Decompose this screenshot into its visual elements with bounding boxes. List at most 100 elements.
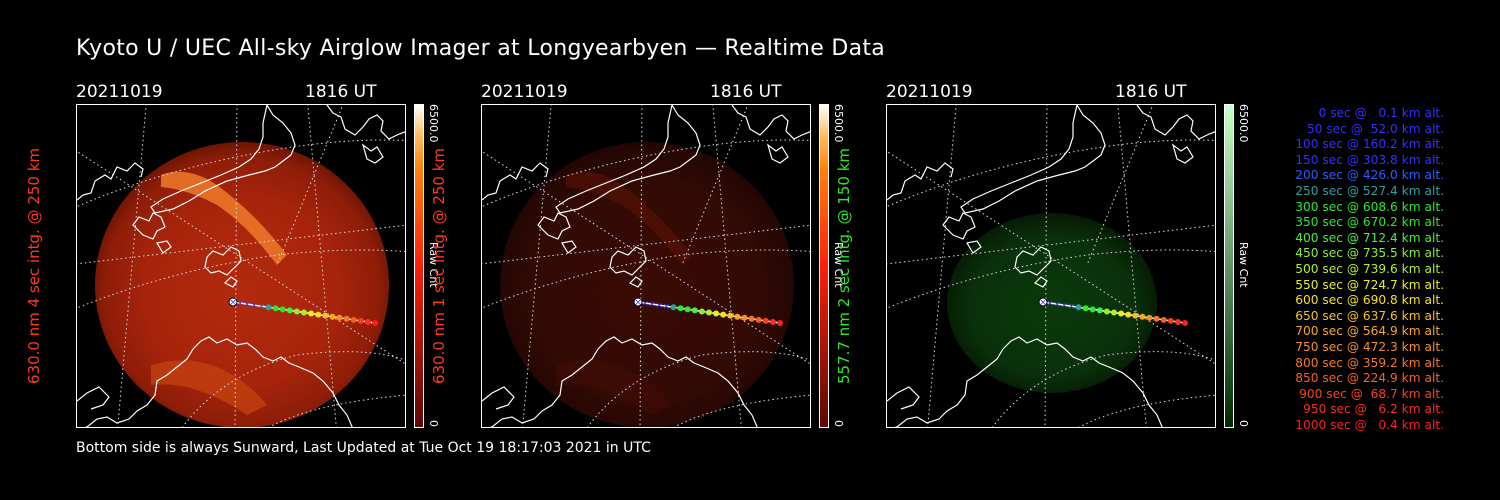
coastline [150,105,296,214]
coastline [1014,246,1052,276]
map-grid-line [276,105,344,266]
trajectory-point [1075,304,1082,311]
coastline [489,348,599,427]
trajectory-point [777,320,783,326]
map-grid-line [522,105,552,427]
coastline [966,240,982,254]
legend-entry: 150 sec @ 303.8 km alt. [1295,152,1444,167]
legend-entry: 0 sec @ 0.1 km alt. [1318,106,1444,120]
trajectory-point [1160,316,1167,323]
colorbar-unit-label: Raw Cnt [1237,242,1250,288]
trajectory-point [698,308,705,315]
trajectory-point [741,314,748,321]
coastline [1033,276,1048,288]
trajectory-point [364,318,371,325]
map-grid-line [1117,105,1147,427]
imager-panel-630-4s: 20211019 1816 UT 630.0 nm 4 sec intg. @ 25… [25,80,476,430]
trajectory-point: × [663,302,671,312]
trajectory-point [1153,315,1160,322]
coastline [326,105,405,140]
trajectory-point [1146,314,1153,321]
legend-entry: 250 sec @ 527.4 km alt. [1295,184,1444,198]
coastline [628,276,643,288]
coastline [555,105,701,214]
coastline [361,143,384,164]
page-title: Kyoto U / UEC All-sky Airglow Imager at … [76,36,886,61]
legend-entry: 900 sec @ 68.7 km alt. [1299,386,1444,401]
trajectory-point [293,308,300,315]
map-grid-line [77,249,405,309]
map-grid-line [712,105,742,427]
map-grid-line [77,224,405,265]
airglow-disc [95,142,389,427]
trajectory-point [322,312,329,319]
colorbar [819,104,829,428]
trajectory-point [691,307,698,314]
coastline [132,212,166,240]
trajectory-point [308,310,315,317]
trajectory-start-marker [1038,297,1048,307]
map-grid-line [887,139,1215,208]
trajectory-point [684,306,691,313]
trajectory-point [301,309,307,316]
allsky-image: × × × × × [76,104,406,428]
colorbar-max-label: 6500.0 [1237,104,1250,143]
trajectory-point: × [648,300,656,310]
colorbar-min-label: 0 [832,420,845,427]
trajectory-point: × [229,298,237,308]
trajectory-point [1167,317,1174,324]
map-grid-line [268,394,405,427]
trajectory-point [272,305,279,312]
trajectory-point [706,309,712,316]
trajectory-point: × [251,301,259,311]
map-grid-line [992,351,1215,427]
legend-entry: 650 sec @ 637.6 km alt. [1295,308,1444,323]
imager-panel-630-1s: 20211019 1816 UT 630.0 nm 1 sec intg. @ 25… [430,80,881,430]
map-grid-line [927,105,957,427]
coastline [84,348,194,427]
trajectory-point [1132,312,1139,319]
colorbar [414,104,424,428]
trajectory-point [350,316,357,323]
trajectory-point: × [634,298,642,308]
map-grid-line [482,224,810,265]
map-grid-line [887,249,1215,309]
coastline [482,162,549,201]
coastline [204,246,242,276]
panel-ylabel-text: 630.0 nm 4 sec intg. @ 250 km [25,147,43,385]
trajectory-point [720,311,727,318]
coastline [77,386,110,410]
trajectory-point: × [1039,298,1047,308]
allsky-map: × × × × × [887,105,1215,427]
coastline [1171,143,1194,164]
trajectory-point [1182,320,1188,326]
trajectory-point [1118,310,1125,317]
trajectory-point [1139,313,1146,320]
trajectory-point [329,313,336,320]
allsky-map: × × × × × [482,105,810,427]
coastline [887,386,920,410]
legend-entry: 450 sec @ 735.5 km alt. [1295,246,1444,261]
allsky-map: × × × × × [77,105,405,427]
trajectory-point: × [1053,300,1061,310]
trajectory-point [343,315,350,322]
trajectory-point: × [243,300,251,310]
panel-time: 1816 UT [1115,82,1187,102]
legend-entry: 950 sec @ 6.2 km alt. [1303,402,1444,417]
trajectory-point [336,314,343,321]
legend-entry: 800 sec @ 359.2 km alt. [1295,355,1444,370]
map-grid-line [1078,394,1215,427]
panel-ylabel-text: 557.7 nm 2 sec intg. @ 150 km [835,147,853,385]
legend-entry: 500 sec @ 739.6 km alt. [1295,262,1444,276]
colorbar [1224,104,1234,428]
coastline [731,105,810,140]
coastline [223,276,238,288]
legend-entry: 50 sec @ 52.0 km alt. [1306,121,1444,136]
panel-time: 1816 UT [305,82,377,102]
trajectory-point [713,310,720,317]
aurora-patch [151,360,267,415]
legend-entry: 700 sec @ 564.9 km alt. [1295,324,1444,339]
coastline [482,386,515,410]
colorbar-max-label: 6500.0 [832,104,845,143]
panel-date: 20211019 [886,82,973,102]
